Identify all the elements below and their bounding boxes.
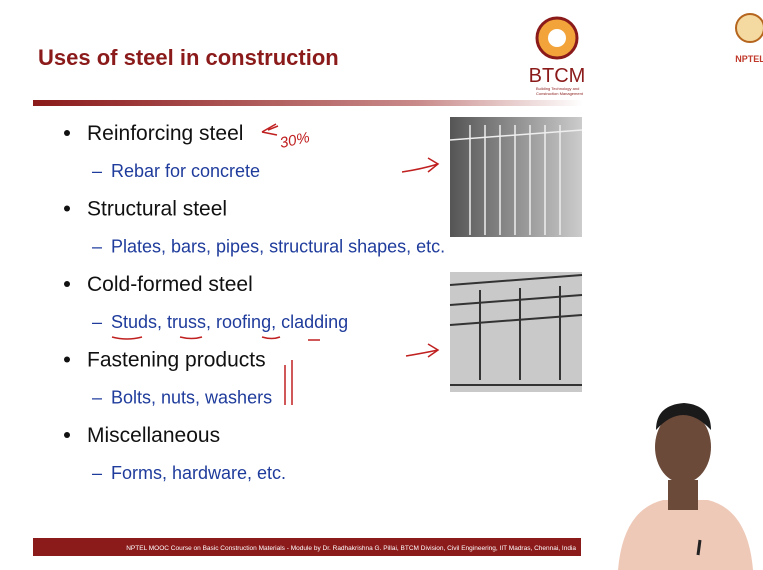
sub-text: Forms, hardware, etc. [111, 463, 286, 483]
bullet-dot [64, 130, 70, 136]
bullet-text: Reinforcing steel [87, 122, 243, 145]
bullet-text: Structural steel [87, 198, 227, 221]
annotation: 30% [278, 129, 311, 152]
roof-lines [449, 274, 583, 386]
logo-acronym: BTCM [529, 65, 586, 87]
bullet-dot [64, 432, 70, 438]
nptel-emblem [735, 13, 763, 43]
sub-text: Studs, truss, roofing, cladding [111, 312, 348, 332]
sub-dash: – [92, 463, 102, 483]
sub-dash: – [92, 388, 102, 408]
logo-line: Building Technology and [536, 86, 579, 91]
bullet-text: Cold-formed steel [87, 273, 253, 296]
bullet-list: Reinforcing steel– Rebar for concreteStru… [64, 122, 445, 483]
roof-photo [450, 272, 582, 392]
nptel-label: NPTEL [735, 54, 763, 64]
bullet-dot [64, 281, 70, 287]
sub-dash: – [92, 312, 102, 332]
footer-text: NPTEL MOOC Course on Basic Construction … [126, 545, 576, 552]
title: Uses of steel in construction [38, 45, 339, 70]
sub-text: Plates, bars, pipes, structural shapes, … [111, 237, 445, 257]
bullet-dot [64, 205, 70, 212]
sub-text: Rebar for concrete [111, 161, 260, 181]
sub-dash: – [92, 161, 102, 181]
logo-emblem-center [548, 29, 566, 47]
sub-text: Bolts, nuts, washers [111, 388, 272, 408]
bullet-text: Miscellaneous [87, 424, 220, 447]
footer-bar [33, 538, 581, 556]
title-rule [33, 100, 583, 106]
bullet-text: Fastening products [87, 349, 266, 372]
bullet-dot [64, 356, 70, 363]
presenter [618, 403, 753, 570]
rebar-lines [449, 125, 583, 235]
ink [111, 123, 440, 405]
logo-line: Construction Management [536, 91, 584, 96]
sub-dash: – [92, 237, 102, 257]
